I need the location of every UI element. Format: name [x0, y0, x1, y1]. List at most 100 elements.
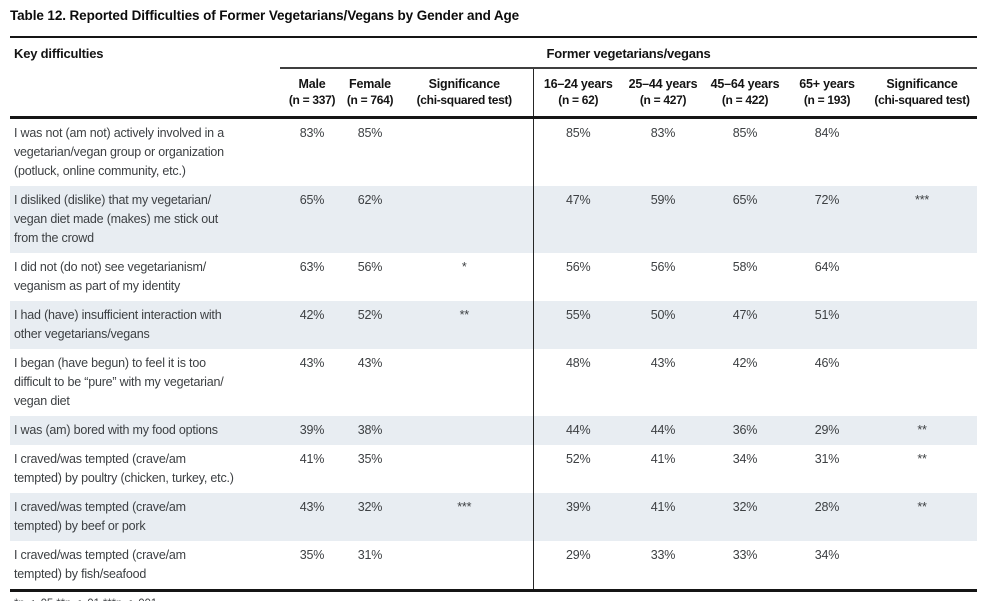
column-header-n: (n = 422) [721, 93, 769, 107]
age-25-44-value: 33% [623, 541, 703, 592]
table-row: I craved/was tempted (crave/am tempted) … [10, 493, 978, 541]
age-25-44-value: 41% [623, 493, 703, 541]
age-45-64-value: 42% [732, 356, 758, 370]
age-significance [867, 118, 977, 187]
age-16-24-value: 39% [532, 493, 623, 541]
column-header-label: Male [298, 77, 326, 91]
column-header-label: Significance [886, 77, 958, 91]
female-value: 32% [344, 493, 396, 541]
age-65-plus-value: 28% [787, 493, 867, 541]
age-25-44-value: 59% [623, 186, 703, 253]
difficulty-cell: I began (have begun) to feel it is too d… [14, 356, 224, 408]
header-columns-row: Male (n = 337) Female (n = 764) Signific… [10, 68, 978, 119]
age-16-24-value: 52% [532, 445, 623, 493]
age-45-64-value: 58% [732, 260, 758, 274]
table-row: I began (have begun) to feel it is too d… [10, 349, 977, 416]
male-value: 65% [280, 186, 344, 253]
column-header-n: (n = 764) [346, 93, 394, 107]
female-value: 31% [344, 541, 396, 592]
difficulties-table: Key difficulties Former vegetarians/vega… [10, 36, 978, 592]
male-value: 63% [299, 260, 325, 274]
female-value: 43% [357, 356, 383, 370]
age-25-44-value: 41% [650, 452, 676, 466]
column-header-label: 45–64 years [710, 77, 780, 91]
age-significance: *** [867, 186, 978, 253]
gender-significance [396, 445, 533, 493]
age-65-plus-value: 72% [787, 186, 867, 253]
female-value: 52% [344, 301, 396, 349]
difficulty-cell: I did not (do not) see vegetarianism/ ve… [14, 260, 207, 293]
column-header-male: Male (n = 337) [280, 68, 344, 119]
column-header-n: (n = 62) [558, 93, 599, 107]
female-value: 38% [344, 416, 396, 445]
age-45-64-value: 33% [703, 541, 787, 592]
gender-significance [396, 416, 533, 445]
table-title: Table 12. Reported Difficulties of Forme… [10, 8, 520, 23]
gender-significance [396, 349, 533, 416]
age-45-64-value: 85% [732, 126, 758, 140]
age-16-24-value: 56% [532, 253, 623, 301]
male-value: 39% [280, 416, 344, 445]
female-value: 35% [357, 452, 383, 466]
age-65-plus-value: 34% [787, 541, 867, 592]
age-16-24-value: 85% [532, 117, 623, 186]
age-65-plus-value: 64% [814, 260, 840, 274]
age-45-64-value: 34% [732, 452, 758, 466]
column-header-45-64-years: 45–64 years (n = 422) [703, 68, 787, 119]
header-group-row: Key difficulties Former vegetarians/vega… [10, 36, 978, 119]
gender-significance: *** [396, 493, 533, 541]
difficulty-cell: I had (have) insufficient interaction wi… [10, 301, 280, 349]
male-value: 43% [280, 493, 344, 541]
male-value: 41% [299, 452, 325, 466]
column-header-n: (n = 337) [288, 93, 336, 107]
age-significance: ** [917, 452, 927, 466]
difficulty-cell: I disliked (dislike) that my vegetarian/… [10, 186, 280, 253]
significance-footnote: *p < .05 **p < .01 ***p < .001 [14, 597, 981, 601]
gender-significance: * [461, 260, 467, 274]
age-25-44-value: 50% [623, 301, 703, 349]
age-25-44-value: 56% [650, 260, 676, 274]
table-row: I craved/was tempted (crave/am tempted) … [10, 541, 978, 592]
column-header-label: Significance [428, 77, 500, 91]
column-header-female: Female (n = 764) [344, 68, 396, 119]
column-header-label: 16–24 years [543, 77, 613, 91]
age-25-44-value: 83% [650, 126, 676, 140]
column-header-label: Female [349, 77, 391, 91]
table-row: I craved/was tempted (crave/am tempted) … [10, 445, 977, 493]
age-significance [867, 541, 978, 592]
age-significance [867, 253, 977, 301]
age-45-64-value: 65% [703, 186, 787, 253]
gender-significance: ** [396, 301, 533, 349]
table-row: I did not (do not) see vegetarianism/ ve… [10, 253, 977, 301]
age-significance [867, 349, 977, 416]
age-65-plus-value: 84% [814, 126, 840, 140]
column-header-age-significance: Significance (chi-squared test) [867, 68, 978, 119]
age-45-64-value: 32% [703, 493, 787, 541]
male-value: 83% [299, 126, 325, 140]
age-25-44-value: 44% [623, 416, 703, 445]
age-16-24-value: 47% [532, 186, 623, 253]
age-significance [867, 301, 978, 349]
age-significance: ** [867, 493, 978, 541]
column-header-n: (n = 427) [639, 93, 687, 107]
age-65-plus-value: 29% [787, 416, 867, 445]
table-row: I was not (am not) actively involved in … [10, 117, 977, 187]
column-header-16-24-years: 16–24 years (n = 62) [532, 68, 623, 119]
female-value: 62% [344, 186, 396, 253]
column-header-test: (chi-squared test) [416, 93, 513, 107]
male-value: 35% [280, 541, 344, 592]
male-value: 43% [299, 356, 325, 370]
gender-significance [396, 541, 533, 592]
difficulty-cell: I craved/was tempted (crave/am tempted) … [14, 452, 234, 485]
gender-significance [396, 186, 533, 253]
difficulty-cell: I craved/was tempted (crave/am tempted) … [10, 541, 280, 592]
age-65-plus-value: 51% [787, 301, 867, 349]
age-45-64-value: 36% [703, 416, 787, 445]
column-header-25-44-years: 25–44 years (n = 427) [623, 68, 703, 119]
difficulty-cell: I was not (am not) actively involved in … [14, 126, 224, 178]
age-25-44-value: 43% [650, 356, 676, 370]
column-header-label: 25–44 years [628, 77, 698, 91]
difficulty-cell: I craved/was tempted (crave/am tempted) … [10, 493, 280, 541]
column-header-label: 65+ years [799, 77, 855, 91]
age-65-plus-value: 46% [814, 356, 840, 370]
